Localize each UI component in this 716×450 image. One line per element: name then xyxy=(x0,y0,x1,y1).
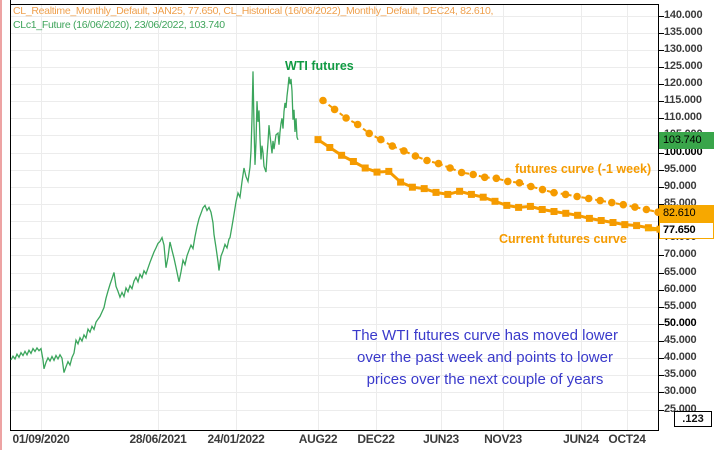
note-line: prices over the next couple of years xyxy=(366,371,604,388)
h-gridline xyxy=(11,341,658,343)
h-gridline xyxy=(11,135,658,137)
y-axis-label: 110.000 xyxy=(664,111,702,124)
commentary-note: The WTI futures curve has moved lower ov… xyxy=(337,325,633,391)
h-gridline xyxy=(11,272,658,274)
y-axis-label: 60.000 xyxy=(664,282,697,295)
h-gridline xyxy=(11,15,658,17)
h-gridline xyxy=(11,84,658,86)
legend-line-history: CLc1_Future (16/06/2020), 23/06/2022, 10… xyxy=(13,19,225,31)
h-gridline xyxy=(11,32,658,34)
y-axis-tick xyxy=(658,375,664,377)
plot-frame-top xyxy=(10,4,658,5)
h-gridline xyxy=(11,323,658,325)
y-axis-tick xyxy=(658,32,664,34)
y-axis-tick xyxy=(658,289,664,291)
x-axis-label: NOV23 xyxy=(484,432,522,446)
h-gridline xyxy=(11,392,658,394)
decimal-format-button[interactable]: .123 xyxy=(674,411,712,427)
y-axis-tick xyxy=(658,204,664,205)
y-axis-label: 65.000 xyxy=(664,265,697,278)
y-axis-tick xyxy=(658,66,664,68)
note-line: over the past week and points to lower xyxy=(357,349,613,366)
y-axis-label: 45.000 xyxy=(664,334,697,347)
y-axis-tick xyxy=(658,186,664,188)
y-axis-tick xyxy=(658,306,664,308)
y-axis-label: 35.000 xyxy=(664,368,697,381)
wti-futures-label: WTI futures xyxy=(285,59,354,73)
x-axis-label: JUN23 xyxy=(423,432,459,446)
y-axis-tick xyxy=(658,238,664,240)
h-gridline xyxy=(11,306,658,308)
h-gridline xyxy=(11,255,658,257)
x-axis-label: 28/06/2021 xyxy=(129,432,187,446)
h-gridline xyxy=(11,66,658,68)
y-axis-label: 30.000 xyxy=(664,385,697,398)
y-axis-label: 70.000 xyxy=(664,248,697,261)
y-axis-tick xyxy=(658,101,664,103)
current-futures-curve-label: Current futures curve xyxy=(499,232,627,246)
y-axis-label: 95.000 xyxy=(664,162,697,175)
y-axis-tick xyxy=(658,323,664,325)
plot-frame-bottom xyxy=(10,430,659,431)
y-axis-tick xyxy=(658,358,664,360)
y-axis-label: 135.000 xyxy=(664,25,703,38)
y-axis-tick xyxy=(658,84,664,86)
legend-line-realtime: CL_Realtime_Monthly_Default, JAN25, 77.6… xyxy=(13,5,494,17)
y-axis-label: 140.000 xyxy=(664,8,703,21)
y-axis-tick xyxy=(658,49,664,51)
y-axis-tick xyxy=(658,15,664,17)
x-axis-label: JUN24 xyxy=(563,432,599,446)
h-gridline xyxy=(11,289,658,291)
v-gridline xyxy=(158,5,159,430)
h-gridline xyxy=(11,101,658,103)
h-gridline xyxy=(11,358,658,360)
h-gridline xyxy=(11,238,658,240)
x-axis-label: 01/09/2020 xyxy=(12,432,70,446)
y-axis-label: 115.000 xyxy=(664,94,702,107)
price-flag: 77.650 xyxy=(659,221,714,239)
h-gridline xyxy=(11,186,658,188)
y-axis-tick xyxy=(658,255,664,257)
y-axis-label: 125.000 xyxy=(664,59,703,72)
h-gridline xyxy=(11,375,658,377)
x-axis-label: AUG22 xyxy=(298,432,338,446)
y-axis-tick xyxy=(658,272,664,274)
window-edge xyxy=(0,0,2,450)
y-axis-tick xyxy=(658,409,664,411)
h-gridline xyxy=(11,118,658,120)
h-gridline xyxy=(11,221,658,223)
y-axis-label: 40.000 xyxy=(664,351,697,364)
price-flag: 82.610 xyxy=(659,204,714,222)
x-axis-label: OCT24 xyxy=(608,432,646,446)
note-line: The WTI futures curve has moved lower xyxy=(352,327,618,344)
h-gridline xyxy=(11,49,658,51)
h-gridline xyxy=(11,152,658,154)
y-axis-label: 120.000 xyxy=(664,77,703,90)
h-gridline xyxy=(11,409,658,411)
y-axis-label: 50.000 xyxy=(664,316,697,329)
v-gridline xyxy=(41,5,42,430)
y-axis-tick xyxy=(658,392,664,394)
price-flag: 103.740 xyxy=(659,132,714,150)
prev-futures-curve-label: futures curve (-1 week) xyxy=(515,162,652,176)
x-axis-label: DEC22 xyxy=(357,432,395,446)
plot-frame-left xyxy=(10,0,11,430)
y-axis-tick xyxy=(658,169,664,171)
x-axis-label: 24/01/2022 xyxy=(207,432,265,446)
y-axis-label: 55.000 xyxy=(664,299,697,312)
y-axis-tick xyxy=(658,341,664,343)
y-axis-tick xyxy=(658,118,664,120)
y-axis-label: 90.000 xyxy=(664,179,697,192)
y-axis-tick xyxy=(658,152,664,154)
h-gridline xyxy=(11,204,658,205)
y-axis-label: 130.000 xyxy=(664,42,703,55)
v-gridline xyxy=(236,5,237,430)
